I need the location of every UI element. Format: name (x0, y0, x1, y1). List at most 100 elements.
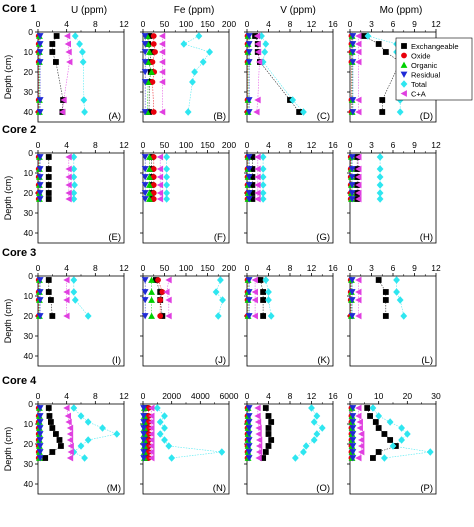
data-point (146, 33, 153, 39)
x-tick-label: 0 (348, 263, 353, 273)
data-point (63, 312, 70, 320)
data-point (65, 165, 72, 173)
data-point (249, 174, 256, 180)
x-tick-label: 20 (403, 391, 413, 401)
data-point (148, 430, 155, 438)
data-point (349, 59, 357, 66)
data-point (259, 195, 267, 203)
panel-K: 0 4 8 12 16 (K) (244, 263, 338, 367)
data-point (158, 40, 166, 48)
data-point (67, 442, 74, 450)
data-point (70, 165, 78, 173)
data-point (189, 78, 196, 86)
data-point (370, 455, 376, 461)
data-point (45, 166, 52, 172)
data-point (66, 436, 74, 444)
x-tick-label: 4 (266, 391, 271, 401)
data-point (254, 165, 261, 173)
data-point (212, 288, 220, 296)
data-point (158, 78, 166, 86)
series-line (215, 279, 223, 317)
data-point (140, 431, 148, 438)
data-point (218, 448, 226, 456)
data-point (148, 312, 155, 319)
data-point (403, 430, 411, 438)
data-point (70, 189, 78, 197)
data-point (36, 313, 44, 320)
panel-label: (A) (108, 111, 121, 122)
data-point (65, 189, 72, 197)
x-tick-label: 0 (348, 140, 353, 150)
data-point (71, 296, 79, 304)
x-tick-label: 16 (328, 263, 338, 273)
data-point (148, 442, 155, 450)
panel-label: (J) (215, 355, 226, 366)
data-point (158, 68, 166, 76)
data-point (163, 153, 171, 161)
data-point (66, 454, 74, 462)
data-point (141, 297, 149, 304)
data-point (260, 297, 267, 303)
data-point (36, 154, 44, 161)
data-point (376, 195, 384, 203)
data-point (157, 313, 164, 319)
data-point (355, 412, 362, 420)
data-point (148, 404, 155, 412)
data-point (60, 96, 67, 104)
legend-label: Total (411, 80, 427, 89)
data-point (265, 425, 272, 431)
data-point (36, 419, 44, 426)
data-point (257, 277, 264, 283)
data-point (76, 40, 83, 48)
data-point (268, 419, 275, 425)
x-tick-label: 0 (141, 19, 146, 29)
x-tick-label: 4 (64, 263, 69, 273)
x-tick-label: 0 (141, 391, 146, 401)
data-point (146, 189, 153, 196)
plot-frame (142, 403, 230, 495)
data-point (310, 418, 318, 426)
data-point (260, 289, 267, 295)
data-point (58, 443, 64, 449)
data-point (361, 33, 368, 39)
data-point (249, 182, 256, 188)
data-point (245, 289, 253, 296)
series-line (73, 407, 118, 459)
data-point (265, 413, 272, 419)
x-tick-label: 6 (391, 263, 396, 273)
data-point (66, 58, 73, 66)
y-axis-label: Depth (cm) (3, 299, 13, 344)
panel-label: (P) (420, 483, 433, 494)
y-tick-label: 0 (28, 148, 33, 158)
data-point (36, 455, 44, 462)
series-line (48, 280, 53, 317)
data-point (99, 424, 106, 432)
data-point (36, 437, 44, 444)
x-tick-label: 4000 (191, 391, 210, 401)
panel-label: (B) (213, 111, 226, 122)
data-point (310, 436, 318, 444)
panel-label: (G) (316, 232, 330, 243)
data-point (36, 289, 44, 296)
x-tick-label: 4 (266, 19, 271, 29)
data-point (141, 49, 149, 56)
data-point (45, 405, 52, 411)
data-point (348, 196, 356, 203)
data-point (141, 109, 149, 116)
data-point (161, 436, 168, 444)
data-point (56, 437, 63, 443)
data-point (245, 41, 253, 48)
data-point (302, 442, 310, 450)
data-point (157, 297, 164, 303)
data-point (268, 437, 275, 443)
data-point (400, 312, 408, 320)
column-title: Mo (ppm) (380, 5, 423, 16)
data-point (255, 448, 263, 456)
data-point (379, 97, 386, 103)
y-tick-label: 40 (24, 351, 34, 361)
data-point (141, 174, 149, 181)
data-point (141, 41, 149, 48)
y-tick-label: 30 (24, 208, 34, 218)
data-point (191, 68, 198, 76)
legend-label: Residual (411, 71, 441, 80)
